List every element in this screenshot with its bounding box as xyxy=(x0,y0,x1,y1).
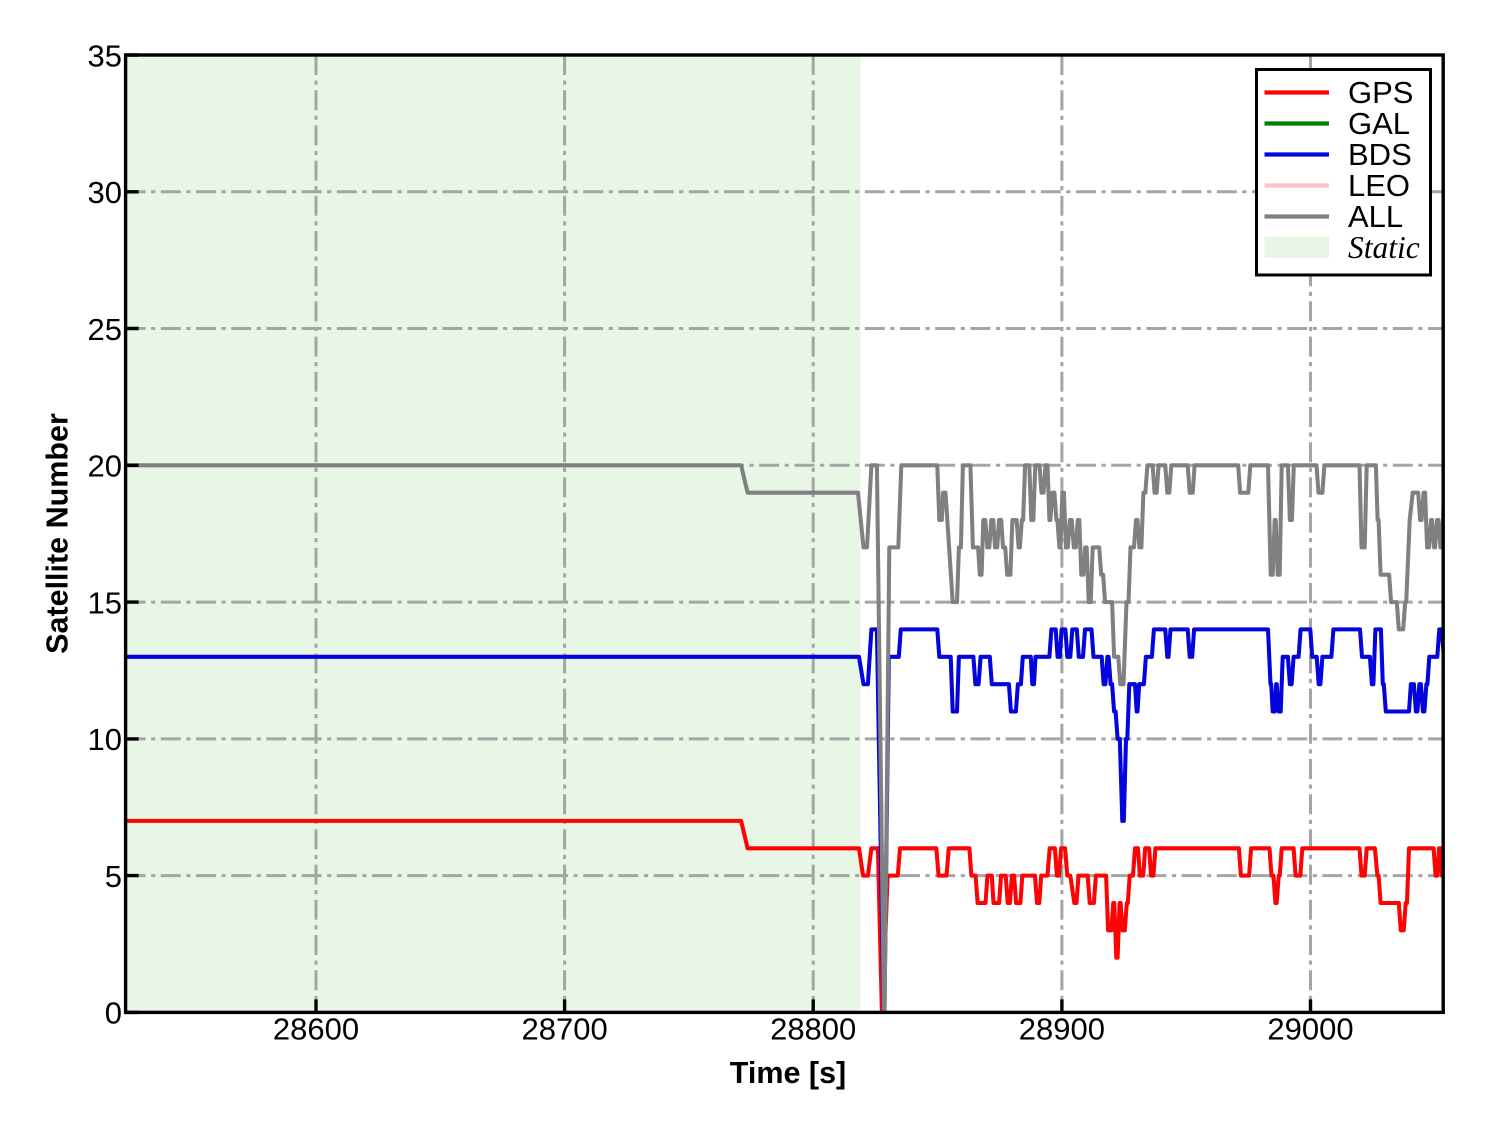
svg-text:GPS: GPS xyxy=(1348,75,1413,110)
svg-text:15: 15 xyxy=(88,585,122,620)
svg-text:20: 20 xyxy=(88,449,122,484)
svg-text:10: 10 xyxy=(88,722,122,757)
svg-text:ALL: ALL xyxy=(1348,199,1403,234)
svg-text:29000: 29000 xyxy=(1267,1012,1353,1047)
svg-text:Static: Static xyxy=(1348,230,1420,265)
svg-text:5: 5 xyxy=(105,859,122,894)
svg-text:BDS: BDS xyxy=(1348,137,1412,172)
svg-text:LEO: LEO xyxy=(1348,168,1410,203)
svg-text:28600: 28600 xyxy=(273,1012,359,1047)
svg-text:28700: 28700 xyxy=(521,1012,607,1047)
svg-text:Satellite Number: Satellite Number xyxy=(41,413,75,654)
svg-text:35: 35 xyxy=(88,38,122,73)
svg-text:Time [s]: Time [s] xyxy=(730,1056,846,1090)
svg-text:28800: 28800 xyxy=(770,1012,856,1047)
svg-text:GAL: GAL xyxy=(1348,106,1410,141)
svg-text:28900: 28900 xyxy=(1019,1012,1105,1047)
svg-text:30: 30 xyxy=(88,175,122,210)
svg-text:25: 25 xyxy=(88,312,122,347)
svg-text:0: 0 xyxy=(105,996,122,1031)
